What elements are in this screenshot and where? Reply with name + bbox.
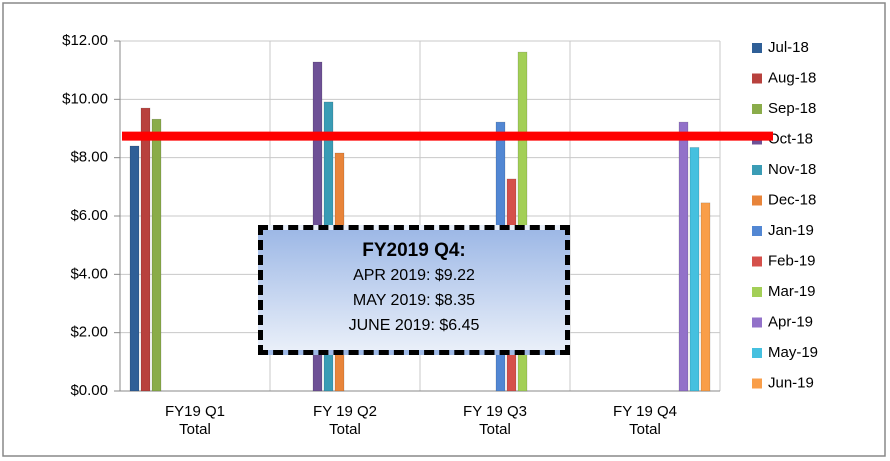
legend-label: Sep-18 (768, 100, 816, 117)
legend-swatch (752, 226, 762, 236)
y-tick-label: $2.00 (70, 324, 108, 341)
y-tick-label: $10.00 (62, 90, 108, 107)
legend-label: Aug-18 (768, 69, 816, 86)
annotation-line: JUNE 2019: $6.45 (348, 317, 480, 334)
legend-label: Mar-19 (768, 283, 816, 300)
legend-label: Nov-18 (768, 161, 816, 178)
legend-label: Jan-19 (768, 222, 814, 239)
y-tick-label: $12.00 (62, 32, 108, 49)
legend-label: May-19 (768, 344, 818, 361)
annotation-box: FY2019 Q4: APR 2019: $9.22 MAY 2019: $8.… (258, 225, 570, 355)
legend-label: Jul-18 (768, 39, 809, 56)
y-tick-label: $8.00 (70, 149, 108, 166)
bar (151, 118, 162, 392)
bar (689, 147, 700, 392)
legend-swatch (752, 256, 762, 267)
legend-swatch (752, 317, 762, 328)
y-tick-label: $6.00 (70, 207, 108, 224)
legend-swatch (752, 104, 762, 114)
legend-swatch (752, 73, 762, 84)
bar (678, 121, 689, 392)
annotation-line: APR 2019: $9.22 (353, 267, 475, 284)
legend-swatch (752, 165, 762, 175)
bar (700, 202, 711, 392)
legend-label: Oct-18 (768, 130, 813, 147)
bar (140, 107, 151, 392)
legend-swatch (752, 43, 762, 53)
y-tick-label: $4.00 (70, 265, 108, 282)
annotation-line: MAY 2019: $8.35 (352, 292, 476, 309)
x-tick-label: FY 19 Q3 Total (463, 403, 527, 438)
x-tick-label: FY 19 Q2 Total (313, 403, 377, 438)
legend-swatch (752, 195, 762, 206)
legend-label: Feb-19 (768, 252, 816, 269)
legend-swatch (752, 378, 762, 389)
x-tick-label: FY 19 Q4 Total (613, 403, 677, 438)
annotation-title: FY2019 Q4: (362, 240, 466, 261)
bar (517, 51, 528, 392)
x-tick-label: FY19 Q1 Total (164, 403, 226, 438)
legend-label: Dec-18 (768, 191, 816, 208)
legend-label: Apr-19 (768, 313, 813, 330)
bar (129, 145, 140, 392)
y-tick-label: $0.00 (70, 382, 108, 399)
legend-swatch (752, 287, 762, 297)
legend-swatch (752, 348, 762, 358)
legend-label: Jun-19 (768, 374, 814, 391)
